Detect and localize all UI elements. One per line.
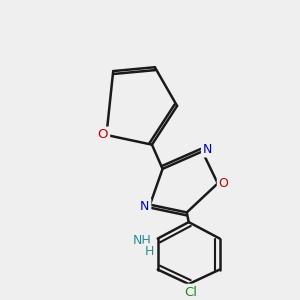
Text: N: N: [203, 142, 212, 156]
Text: O: O: [219, 178, 229, 190]
Text: Cl: Cl: [184, 286, 197, 299]
Text: H: H: [144, 245, 154, 258]
Text: NH: NH: [132, 234, 151, 248]
Text: O: O: [98, 128, 108, 142]
Text: N: N: [140, 200, 149, 213]
